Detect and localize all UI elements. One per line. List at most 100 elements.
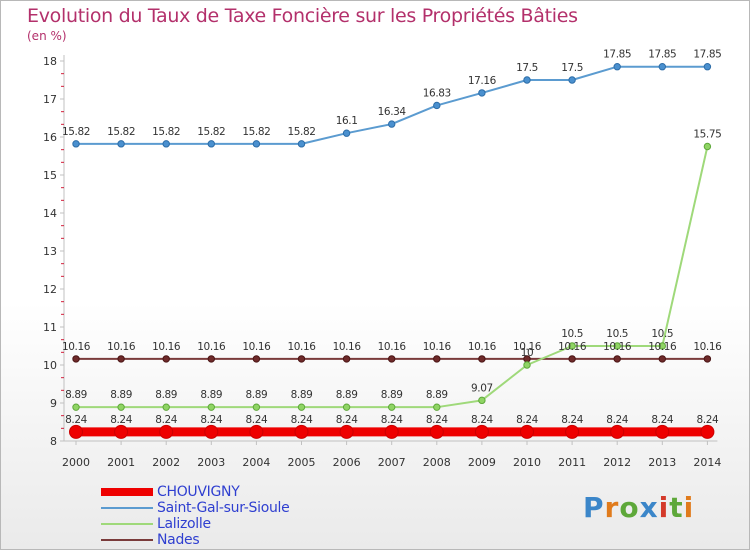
data-label: 10.5 — [606, 328, 628, 340]
x-tick-label: 2003 — [197, 456, 225, 469]
data-label: 8.24 — [606, 414, 628, 426]
data-label: 8.24 — [651, 414, 673, 426]
data-label: 10.5 — [651, 328, 673, 340]
y-tick-label: 17 — [43, 93, 57, 106]
data-label: 10.16 — [693, 341, 722, 353]
data-label: 8.89 — [110, 389, 132, 401]
data-point — [433, 355, 441, 363]
data-label: 8.24 — [697, 414, 719, 426]
data-point — [658, 342, 666, 350]
legend-label: CHOUVIGNY — [157, 484, 240, 500]
data-label: 8.89 — [246, 389, 268, 401]
data-label: 8.24 — [381, 414, 403, 426]
data-point — [523, 361, 531, 369]
y-tick-label: 11 — [43, 321, 57, 334]
data-label: 10.16 — [378, 341, 407, 353]
data-label: 15.82 — [197, 126, 225, 138]
y-tick-label: 10 — [43, 359, 57, 372]
data-label: 17.16 — [468, 75, 497, 87]
data-point — [72, 140, 80, 148]
legend-item-chouvigny: CHOUVIGNY — [101, 484, 289, 500]
data-label: 15.82 — [107, 126, 135, 138]
data-point — [162, 403, 170, 411]
data-label: 10.16 — [468, 341, 497, 353]
data-point — [613, 62, 621, 71]
data-point — [204, 424, 219, 439]
data-label: 8.89 — [381, 389, 403, 401]
data-point — [297, 140, 306, 148]
legend-swatch — [101, 523, 153, 525]
data-point — [162, 140, 170, 148]
x-tick-label: 2000 — [62, 456, 90, 469]
data-label: 8.24 — [561, 414, 583, 426]
data-label: 15.82 — [287, 126, 315, 138]
data-point — [117, 140, 125, 148]
logo-letter: x — [639, 491, 659, 524]
logo-letter: t — [669, 491, 684, 524]
y-axis-unit-label: (en %) — [27, 29, 67, 43]
data-point — [703, 142, 712, 151]
data-label: 8.24 — [110, 414, 132, 426]
data-point — [159, 424, 174, 439]
y-tick-label: 14 — [43, 207, 57, 220]
data-point — [388, 403, 396, 411]
data-point — [613, 355, 621, 363]
data-label: 17.85 — [693, 49, 721, 61]
data-label: 10.16 — [333, 341, 362, 353]
legend-label: Lalizolle — [157, 516, 211, 532]
data-point — [655, 424, 670, 439]
data-point — [342, 129, 351, 137]
data-point — [207, 403, 216, 411]
data-label: 16.1 — [336, 115, 358, 127]
data-label: 10.16 — [62, 341, 91, 353]
data-point — [207, 140, 216, 148]
data-point — [297, 355, 306, 363]
data-label: 10.16 — [423, 341, 452, 353]
data-point — [117, 355, 125, 363]
x-tick-label: 2011 — [558, 456, 586, 469]
legend-item-lalizolle: Lalizolle — [101, 516, 289, 532]
data-point — [700, 424, 715, 439]
data-point — [520, 424, 534, 439]
data-label: 8.89 — [200, 389, 222, 401]
data-label: 15.82 — [242, 126, 270, 138]
data-point — [114, 424, 129, 439]
x-tick-label: 2007 — [378, 456, 406, 469]
x-tick-label: 2008 — [423, 456, 451, 469]
data-label: 10.16 — [152, 341, 181, 353]
logo-letter: r — [604, 491, 620, 524]
data-label: 8.24 — [291, 414, 313, 426]
data-point — [252, 355, 261, 363]
data-point — [342, 355, 351, 363]
chart-title: Evolution du Taux de Taxe Foncière sur l… — [27, 5, 578, 27]
data-point — [433, 101, 441, 110]
y-tick-label: 12 — [43, 283, 57, 296]
data-label: 9.07 — [471, 382, 493, 394]
data-label: 17.85 — [648, 49, 676, 61]
logo-letter: i — [683, 491, 695, 524]
data-label: 8.24 — [155, 414, 177, 426]
data-label: 10.16 — [558, 341, 587, 353]
data-point — [433, 403, 441, 411]
data-point — [162, 355, 170, 363]
data-point — [478, 396, 486, 405]
data-point — [568, 342, 576, 350]
data-point — [474, 424, 489, 439]
data-point — [478, 355, 486, 363]
data-point — [388, 120, 396, 128]
data-point — [568, 76, 576, 84]
data-point — [565, 424, 580, 439]
data-point — [388, 355, 396, 363]
legend-swatch — [101, 507, 153, 509]
data-label: 10.16 — [603, 341, 632, 353]
data-point — [703, 355, 712, 363]
x-tick-label: 2006 — [333, 456, 361, 469]
data-point — [297, 403, 306, 411]
data-label: 10.5 — [561, 328, 583, 340]
y-tick-label: 16 — [43, 131, 57, 144]
data-label: 17.85 — [603, 49, 631, 61]
data-point — [658, 355, 666, 363]
data-label: 16.83 — [423, 87, 451, 99]
data-label: 10.16 — [648, 341, 677, 353]
